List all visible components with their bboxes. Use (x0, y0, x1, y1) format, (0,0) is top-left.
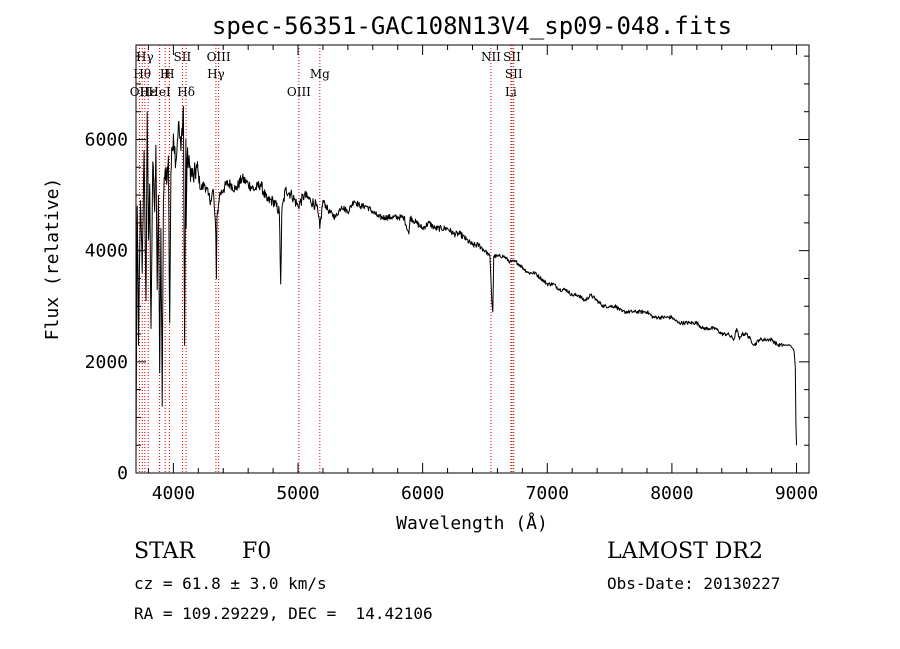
y-axis-label: Flux (relative) (42, 178, 63, 341)
x-tick-label: 6000 (401, 483, 444, 504)
object-class: STAR (134, 539, 195, 564)
line-marker-label: SII (503, 50, 521, 64)
y-tick-label: 6000 (85, 129, 128, 150)
series-layer (135, 105, 797, 457)
x-axis-label: Wavelength (Å) (396, 512, 548, 534)
coordinates: RA = 109.29229, DEC = 14.42106 (134, 604, 433, 623)
redshift-readout: cz = 61.8 ± 3.0 km/s (134, 574, 327, 593)
line-marker-label: Hε (140, 85, 157, 99)
line-marker-label: OIII (287, 85, 311, 99)
x-tick-label: 9000 (775, 483, 818, 504)
line-marker-label: SII (174, 50, 192, 64)
spectral-subclass: F0 (242, 539, 272, 564)
obs-date: Obs-Date: 20130227 (607, 574, 781, 593)
line-marker-label: SII (505, 67, 523, 81)
x-tick-label: 4000 (152, 483, 195, 504)
y-tick-label: 4000 (85, 241, 128, 262)
x-tick-label: 8000 (650, 483, 693, 504)
line-marker-label: H (164, 67, 174, 81)
y-tick-label: 2000 (85, 352, 128, 373)
chart-title: spec-56351-GAC108N13V4_sp09-048.fits (212, 12, 732, 40)
line-marker-label: HeI (148, 85, 171, 99)
line-marker-label: OIII (207, 50, 231, 64)
plot-frame (135, 44, 810, 474)
spectrum-line (135, 105, 797, 457)
line-marker-label: H (160, 67, 170, 81)
x-tick-label: 7000 (526, 483, 569, 504)
line-marker-label: Mg (310, 67, 330, 81)
y-tick-label: 0 (117, 463, 128, 484)
x-tick-label: 5000 (276, 483, 319, 504)
line-marker-label: OII (130, 85, 150, 99)
line-marker-label: Li (505, 85, 517, 99)
line-marker-label: NII (481, 50, 501, 64)
line-marker-label: Hγ (136, 50, 154, 64)
survey-name: LAMOST DR2 (607, 539, 763, 564)
line-marker-label: Hδ (177, 85, 195, 99)
line-marker-label: Hθ (133, 67, 151, 81)
axes: 4000 5000 6000 7000 8000 9000 0 2000 4000 6000 (85, 44, 818, 504)
line-marker-label: Hγ (207, 67, 225, 81)
line-markers: OIIHθHγHεHeIHHSIIHδHγOIIIOIIIMgNIILiSIIS… (130, 45, 523, 473)
